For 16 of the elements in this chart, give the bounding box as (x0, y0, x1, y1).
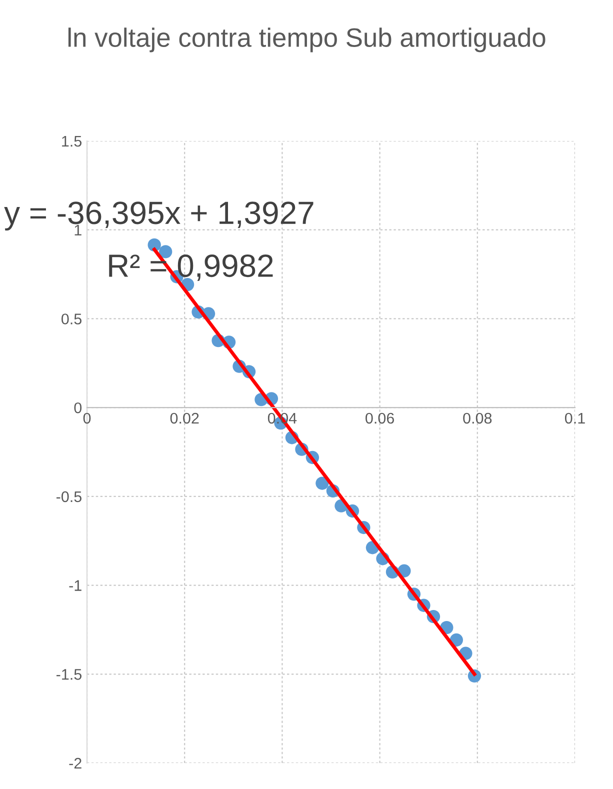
point (158, 245, 172, 258)
y-tick-label: 0 (74, 402, 82, 414)
y-tick-label: -1 (69, 580, 82, 591)
annotation: R² = 0,9982 (109, 254, 273, 281)
y-tick-label: 0.5 (62, 314, 82, 324)
x-tick-label: 0.02 (170, 412, 199, 424)
point (316, 476, 329, 490)
x-tick-label: 0 (83, 412, 91, 424)
y-tick-label: -1.5 (56, 669, 82, 680)
x-tick-label: 0.06 (366, 412, 394, 424)
x-tick-label: 0.1 (564, 412, 585, 424)
y-tick-label: 1.5 (62, 136, 82, 147)
x-tick-label: 0.08 (463, 412, 492, 424)
chart-title: ln voltaje contra tiempo Sub amortiguado (68, 28, 546, 52)
y-tick-label: -2 (69, 758, 82, 769)
y-tick-label: -0.5 (56, 491, 82, 502)
